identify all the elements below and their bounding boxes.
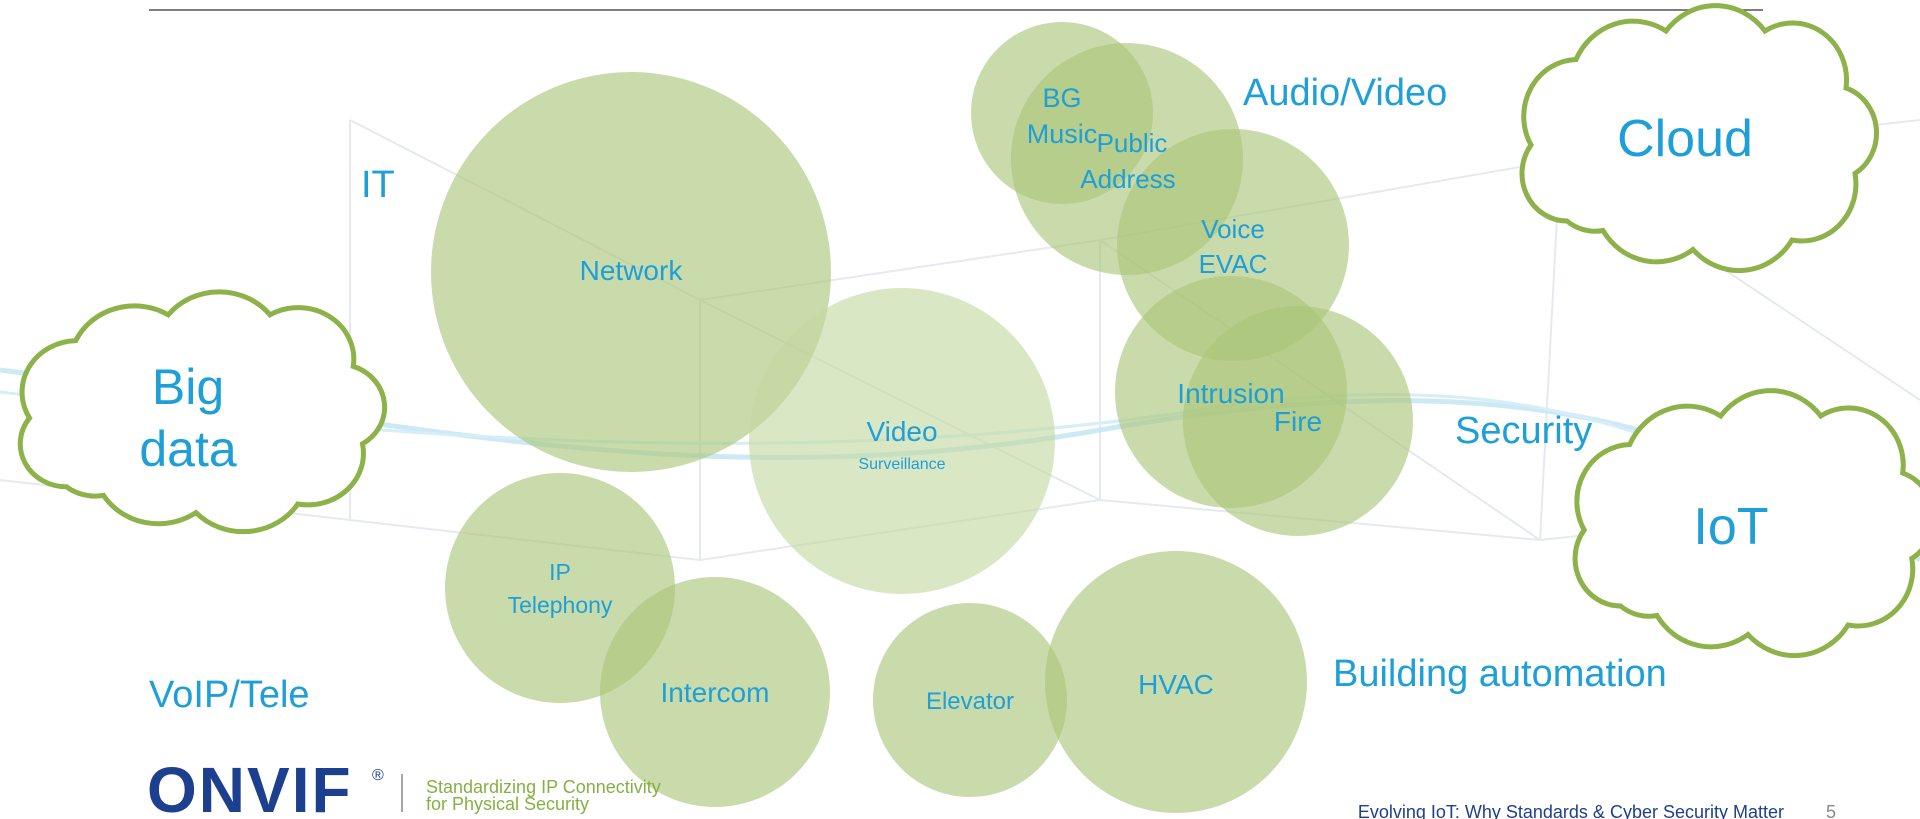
label-line: Public xyxy=(1097,128,1168,158)
cloud-label: Cloud xyxy=(1617,110,1753,168)
slide: Network Video Surveillance IP Telephony In… xyxy=(0,0,1920,819)
circle-label: Elevator xyxy=(926,688,1014,715)
label-line: Voice xyxy=(1201,214,1265,244)
label-line: Telephony xyxy=(508,592,613,618)
logo-registered: ® xyxy=(372,767,384,784)
label-line: Address xyxy=(1080,164,1175,194)
label-line: HVAC xyxy=(1138,669,1214,700)
label-line: Surveillance xyxy=(858,456,945,473)
label-line: Big xyxy=(152,359,224,415)
category-label: Audio/Video xyxy=(1243,72,1447,114)
circle-label: Intrusion xyxy=(1177,378,1284,409)
label-line: Intrusion xyxy=(1177,378,1284,409)
label-line: Music xyxy=(1027,119,1098,149)
label-line: Video xyxy=(866,416,937,447)
tagline-line: for Physical Security xyxy=(426,794,589,814)
category-label: Security xyxy=(1455,410,1592,452)
category-label: IT xyxy=(361,164,395,206)
circle-label: Network xyxy=(580,255,684,286)
circle-label: HVAC xyxy=(1138,669,1214,700)
label-line: BG xyxy=(1042,83,1081,113)
label-line: EVAC xyxy=(1199,249,1268,279)
circle-label: Video Surveillance xyxy=(858,416,945,473)
circle-label: Intercom xyxy=(661,677,770,708)
label-line: Fire xyxy=(1274,406,1322,437)
footer-title: Evolving IoT: Why Standards & Cyber Secu… xyxy=(1358,802,1784,819)
page-number: 5 xyxy=(1826,802,1836,819)
logo: ONVIF xyxy=(147,754,353,819)
label-line: IP xyxy=(549,559,571,585)
label-line: Intercom xyxy=(661,677,770,708)
label-line: data xyxy=(139,421,237,477)
cloud-label: IoT xyxy=(1693,498,1768,556)
category-label: VoIP/Tele xyxy=(149,674,310,716)
label-line: Network xyxy=(580,255,684,286)
category-label: Building automation xyxy=(1333,653,1667,695)
label-line: Elevator xyxy=(926,688,1014,715)
circle-label: Fire xyxy=(1274,406,1322,437)
